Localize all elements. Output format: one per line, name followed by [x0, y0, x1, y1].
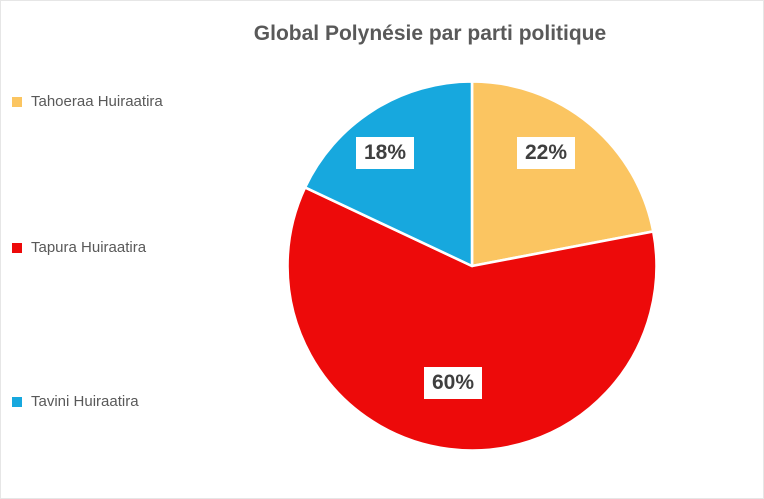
legend-label: Tavini Huiraatira: [31, 393, 139, 410]
legend-label: Tapura Huiraatira: [31, 239, 147, 256]
legend-label: Tahoeraa Huiraatira: [31, 93, 163, 110]
chart-title: Global Polynésie par parti politique: [253, 22, 607, 45]
pie-slice-1[interactable]: [286, 186, 658, 452]
legend-item-tahoeraa[interactable]: Tahoeraa Huiraatira: [12, 93, 163, 110]
pie-slice-2[interactable]: [303, 80, 474, 268]
pie-data-label-tavini: 18%: [356, 137, 415, 169]
legend-marker: [12, 96, 22, 107]
legend-marker: [12, 242, 22, 253]
pie-data-label-tahoeraa: 22%: [517, 137, 576, 169]
pie-data-label-tapura: 60%: [424, 367, 483, 399]
legend-item-tapura[interactable]: Tapura Huiraatira: [12, 239, 146, 256]
pie-chart: [285, 79, 659, 453]
legend-marker: [12, 396, 22, 407]
pie-svg: [286, 80, 658, 452]
pie-slice-0[interactable]: [470, 80, 655, 268]
legend-item-tavini[interactable]: Tavini Huiraatira: [12, 393, 139, 410]
